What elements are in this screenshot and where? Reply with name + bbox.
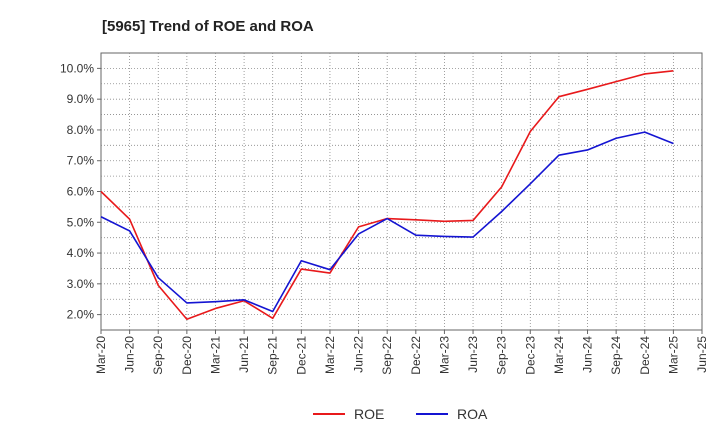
legend: ROE ROA bbox=[313, 406, 488, 422]
x-tick-label: Jun-20 bbox=[123, 336, 137, 373]
y-tick-label: 5.0% bbox=[67, 215, 95, 229]
legend-label-roa: ROA bbox=[457, 406, 488, 422]
x-tick-label: Jun-25 bbox=[695, 336, 709, 373]
x-tick-label: Jun-23 bbox=[466, 336, 480, 373]
x-tick-label: Sep-21 bbox=[266, 336, 280, 375]
x-tick-label: Mar-25 bbox=[666, 336, 680, 374]
y-tick-label: 4.0% bbox=[67, 246, 95, 260]
y-tick-label: 2.0% bbox=[67, 308, 95, 322]
series-line-roa bbox=[100, 131, 674, 313]
legend-label-roe: ROE bbox=[354, 406, 384, 422]
x-tick-label: Dec-20 bbox=[180, 336, 194, 375]
x-tick-label: Mar-24 bbox=[552, 336, 566, 374]
x-tick-label: Jun-21 bbox=[237, 336, 251, 373]
x-tick-label: Dec-23 bbox=[523, 336, 537, 375]
x-tick-label: Dec-22 bbox=[409, 336, 423, 375]
x-tick-label: Sep-20 bbox=[151, 336, 165, 375]
y-tick-label: 10.0% bbox=[60, 61, 94, 75]
x-axis-ticks: Mar-20 Jun-20 Sep-20 Dec-20 Mar-21 Jun-21 Sep-… bbox=[94, 330, 709, 375]
x-tick-label: Mar-21 bbox=[208, 336, 222, 374]
series-lines bbox=[100, 70, 674, 321]
x-tick-label: Sep-23 bbox=[495, 336, 509, 375]
x-tick-label: Mar-22 bbox=[323, 336, 337, 374]
y-axis-ticks: 2.0% 3.0% 4.0% 5.0% 6.0% 7.0% 8.0% 9.0% 10.0% bbox=[60, 61, 101, 322]
x-tick-label: Dec-24 bbox=[638, 336, 652, 375]
x-tick-label: Dec-21 bbox=[294, 336, 308, 375]
y-tick-label: 7.0% bbox=[67, 154, 95, 168]
x-tick-label: Mar-20 bbox=[94, 336, 108, 374]
x-tick-label: Sep-24 bbox=[609, 336, 623, 375]
chart-title: [5965] Trend of ROE and ROA bbox=[102, 18, 314, 35]
x-tick-label: Jun-24 bbox=[581, 336, 595, 373]
y-tick-label: 8.0% bbox=[67, 123, 95, 137]
grid-lines bbox=[101, 53, 702, 330]
y-tick-label: 6.0% bbox=[67, 185, 95, 199]
y-tick-label: 3.0% bbox=[67, 277, 95, 291]
x-tick-label: Mar-23 bbox=[437, 336, 451, 374]
y-tick-label: 9.0% bbox=[67, 92, 95, 106]
x-tick-label: Sep-22 bbox=[380, 336, 394, 375]
x-tick-label: Jun-22 bbox=[352, 336, 366, 373]
